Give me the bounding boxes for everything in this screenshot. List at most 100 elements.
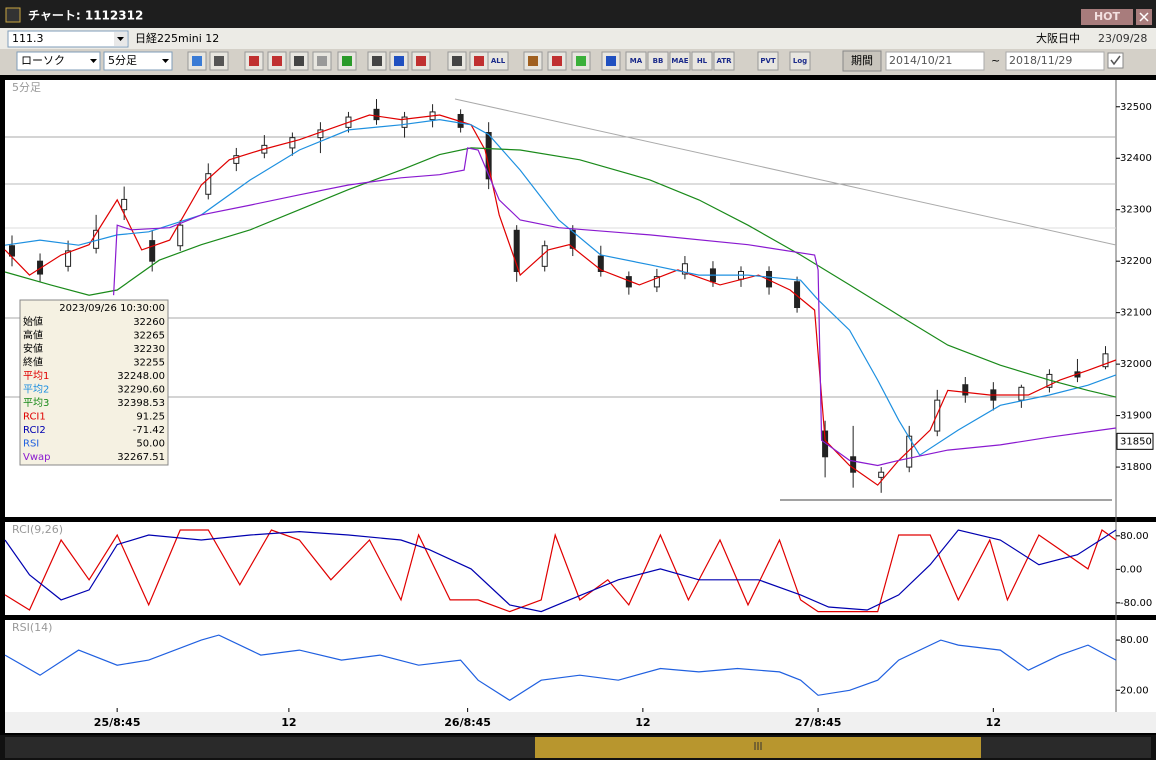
info-datetime: 2023/09/26 10:30:00	[59, 303, 165, 314]
check-mark	[1110, 55, 1121, 66]
info-value: -71.42	[133, 425, 165, 436]
y-tick-label: 20.00	[1120, 685, 1149, 696]
last-price-box	[1116, 432, 1154, 450]
info-label: RCI2	[23, 425, 46, 436]
dropdown-arrow	[162, 59, 169, 63]
session: 大阪日中	[1036, 31, 1080, 45]
tool-icon	[394, 56, 404, 66]
y-tick-label: 32500	[1120, 102, 1152, 113]
candle-body	[373, 108, 380, 121]
tool-button-label: PVT	[760, 57, 776, 65]
candle-body	[513, 229, 520, 272]
checkbox[interactable]	[1107, 52, 1124, 69]
tool-button[interactable]	[713, 51, 735, 71]
candle-body	[962, 384, 969, 396]
dropdown-arrow	[117, 37, 124, 41]
candle-body	[65, 250, 72, 267]
interval-select[interactable]	[103, 51, 173, 71]
candle-body	[121, 198, 128, 211]
code-input[interactable]	[7, 30, 129, 48]
tool-button-label: MAE	[671, 57, 688, 65]
info-box	[19, 299, 169, 466]
candle-body	[906, 435, 913, 468]
info-label: 高値	[23, 329, 43, 342]
tool-icon	[317, 56, 327, 66]
info-value: 32248.00	[117, 371, 165, 382]
y-tick-label: 32100	[1120, 308, 1152, 319]
interval: 5分足	[108, 54, 137, 67]
y-tick-label: 32400	[1120, 153, 1152, 164]
to-input[interactable]	[1005, 51, 1105, 71]
hot-badge[interactable]	[1081, 9, 1133, 25]
x-tick-label: 12	[635, 716, 650, 729]
info-label: 平均1	[23, 370, 49, 382]
series-line	[4, 118, 1117, 457]
x-tick-label: 27/8:45	[795, 716, 842, 729]
tool-icon	[576, 56, 586, 66]
info-value: 50.00	[136, 439, 165, 450]
y-tick-label: 31900	[1120, 411, 1152, 422]
candle-body	[597, 255, 604, 272]
tool-button-label: BB	[653, 57, 664, 65]
tool-button[interactable]	[647, 51, 669, 71]
series-line	[113, 147, 1117, 467]
info-value: 32260	[133, 317, 165, 328]
y-tick-label: 80.00	[1120, 635, 1149, 646]
chart-type-select[interactable]	[16, 51, 101, 71]
panel-title: 5分足	[12, 81, 41, 94]
candle-body	[934, 399, 941, 432]
candle-body	[317, 129, 324, 139]
info-value: 32230	[133, 344, 165, 355]
tool-icon	[192, 56, 202, 66]
period-separator: ~	[991, 54, 1000, 67]
symbol-name: 日経225mini 12	[135, 32, 219, 45]
tool-button[interactable]	[691, 51, 713, 71]
y-tick-label: -80.00	[1120, 598, 1152, 609]
y-tick-label: 0.00	[1120, 564, 1142, 575]
panel-title: RCI(9,26)	[12, 523, 63, 536]
info-label: Vwap	[23, 452, 51, 463]
panel-title: RSI(14)	[12, 621, 52, 634]
trend-line	[454, 98, 1117, 246]
candle-body	[1102, 353, 1109, 368]
series-line	[4, 529, 1117, 613]
tool-icon	[372, 56, 382, 66]
tool-button[interactable]	[625, 51, 647, 71]
candle-body	[401, 116, 408, 128]
from-input[interactable]	[885, 51, 985, 71]
app-icon	[5, 7, 21, 23]
info-value: 91.25	[136, 412, 165, 423]
info-label: 安値	[23, 342, 43, 355]
candle-body	[850, 456, 857, 473]
candle-body	[1018, 386, 1025, 401]
tool-icon	[342, 56, 352, 66]
last-price-label: 31850	[1120, 436, 1152, 447]
tool-icon	[474, 56, 484, 66]
tool-button[interactable]	[757, 51, 779, 71]
candle-body	[37, 260, 44, 275]
info-label: 平均3	[23, 397, 49, 409]
x-axis-strip	[5, 712, 1156, 733]
y-tick-label: 80.00	[1120, 531, 1149, 542]
toolbar-row-1	[0, 28, 1156, 49]
period-button[interactable]	[842, 50, 882, 72]
info-label: 終値	[23, 356, 43, 369]
series-line	[4, 147, 1117, 398]
candle-body	[149, 240, 156, 262]
candle-body	[541, 245, 548, 267]
tool-button[interactable]	[789, 51, 811, 71]
info-value: 32290.60	[117, 385, 165, 396]
tool-button[interactable]	[487, 51, 509, 71]
tool-icon	[249, 56, 259, 66]
tool-button-label: Log	[793, 57, 807, 65]
candle-body	[878, 471, 885, 478]
scroll-grip	[754, 742, 762, 750]
tool-icon	[552, 56, 562, 66]
hot-label: HOT	[1094, 10, 1121, 23]
tool-icon	[416, 56, 426, 66]
info-value: 32267.51	[117, 452, 165, 463]
tool-button[interactable]	[669, 51, 691, 71]
candle-body	[9, 245, 16, 257]
y-tick-label: 32000	[1120, 359, 1152, 370]
